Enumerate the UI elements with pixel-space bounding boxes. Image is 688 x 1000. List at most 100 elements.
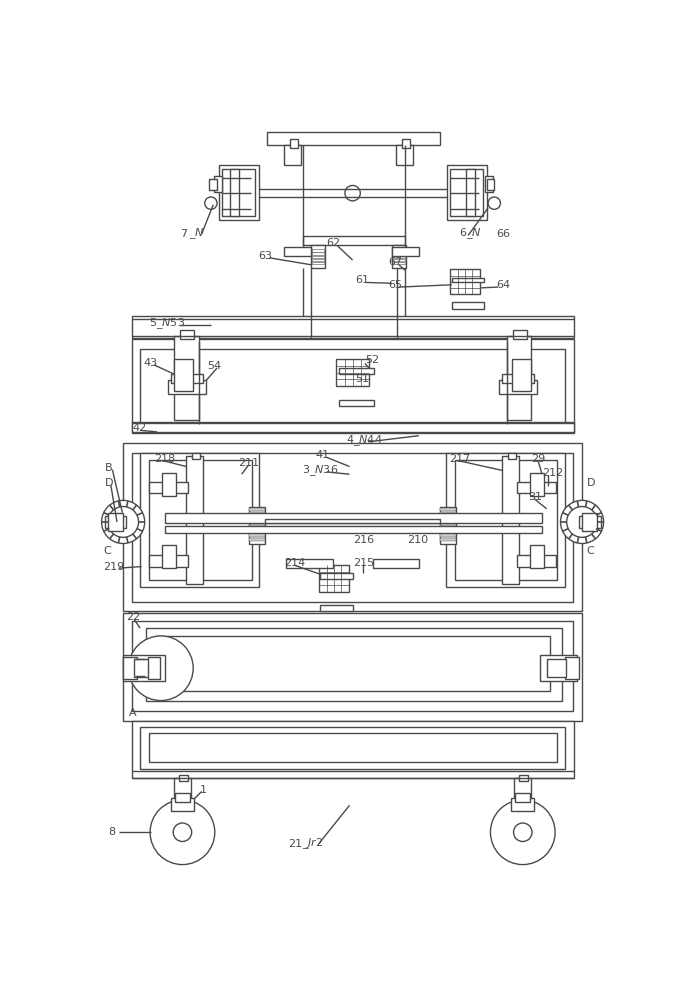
Text: A: A (129, 708, 136, 718)
Bar (440, 512, 455, 515)
Bar (547, 659, 566, 677)
Bar (214, 176, 222, 192)
Bar (222, 169, 255, 216)
Text: 7: 7 (180, 229, 187, 239)
Text: _$\mathit{N}$: _$\mathit{N}$ (189, 227, 204, 241)
Bar (174, 336, 199, 420)
Bar (168, 380, 206, 394)
Bar (393, 252, 405, 255)
Text: D: D (587, 478, 595, 488)
Bar (250, 521, 265, 524)
Bar (373, 559, 419, 568)
Bar (148, 657, 160, 679)
Bar (455, 460, 557, 580)
Bar (440, 525, 455, 528)
Text: 218: 218 (154, 454, 175, 464)
Bar (250, 508, 265, 511)
Text: _$\mathit{Jr}$2: _$\mathit{Jr}$2 (302, 836, 323, 851)
Bar (502, 374, 535, 383)
Bar (312, 252, 324, 255)
Bar (174, 359, 193, 391)
Bar (250, 525, 265, 528)
Bar (164, 526, 542, 533)
Bar (517, 555, 556, 567)
Text: 43: 43 (144, 358, 158, 368)
Bar (530, 473, 544, 496)
Circle shape (567, 507, 597, 537)
Bar (193, 453, 200, 459)
Text: 67: 67 (388, 257, 402, 267)
Text: 212: 212 (542, 468, 563, 478)
Text: 4_$\mathit{N}$44: 4_$\mathit{N}$44 (345, 433, 382, 448)
Bar (393, 256, 405, 258)
Bar (157, 636, 550, 691)
Text: C: C (103, 546, 111, 556)
Text: 8: 8 (109, 827, 116, 837)
Bar (209, 179, 217, 190)
Bar (140, 727, 565, 769)
Circle shape (491, 800, 555, 865)
Circle shape (345, 185, 361, 201)
Bar (517, 482, 556, 493)
Text: 65: 65 (388, 280, 402, 290)
Bar (502, 456, 519, 584)
Text: 66: 66 (496, 229, 510, 239)
Bar (312, 262, 324, 264)
Bar (446, 453, 565, 587)
Bar (499, 380, 537, 394)
Bar (230, 169, 239, 216)
Bar (132, 620, 573, 711)
Bar (250, 512, 265, 515)
Bar (284, 247, 311, 256)
Bar (149, 460, 252, 580)
Text: 63: 63 (259, 251, 272, 261)
Bar (140, 349, 565, 423)
Bar (175, 793, 190, 802)
Bar (131, 721, 574, 778)
Bar (132, 453, 573, 602)
Text: 3_$\mathit{N}$36: 3_$\mathit{N}$36 (302, 463, 338, 478)
Bar (336, 359, 369, 386)
Bar (131, 422, 574, 433)
Bar (162, 473, 175, 496)
Bar (451, 269, 480, 294)
Circle shape (150, 800, 215, 865)
Bar (452, 302, 484, 309)
Text: 6_$\mathit{N}$: 6_$\mathit{N}$ (459, 227, 482, 241)
Bar (303, 235, 405, 245)
Bar (186, 456, 203, 584)
Bar (312, 259, 324, 261)
Text: 216: 216 (354, 535, 374, 545)
Bar (392, 247, 419, 256)
Bar (530, 545, 544, 568)
Bar (393, 262, 405, 264)
Bar (320, 605, 353, 611)
Circle shape (129, 636, 193, 701)
Bar (440, 533, 455, 537)
Bar (515, 778, 531, 801)
Bar (147, 628, 562, 701)
Bar (174, 778, 191, 801)
Text: 1: 1 (200, 785, 206, 795)
Text: 21: 21 (288, 839, 302, 849)
Circle shape (205, 197, 217, 209)
Text: 5_$\mathit{N}$53: 5_$\mathit{N}$53 (149, 316, 186, 331)
Bar (513, 330, 526, 339)
Text: B: B (105, 463, 112, 473)
Circle shape (488, 197, 500, 209)
Bar (485, 176, 493, 192)
Bar (123, 613, 582, 721)
Bar (515, 793, 530, 802)
Bar (579, 516, 601, 528)
Text: 215: 215 (354, 558, 374, 568)
Bar (486, 179, 494, 190)
Bar (250, 529, 265, 532)
Bar (131, 316, 574, 338)
Circle shape (561, 500, 603, 544)
Text: 41: 41 (316, 450, 330, 460)
Bar (123, 443, 582, 611)
Bar (508, 453, 516, 459)
Bar (286, 559, 332, 568)
Bar (105, 516, 126, 528)
Text: 219: 219 (103, 562, 125, 572)
